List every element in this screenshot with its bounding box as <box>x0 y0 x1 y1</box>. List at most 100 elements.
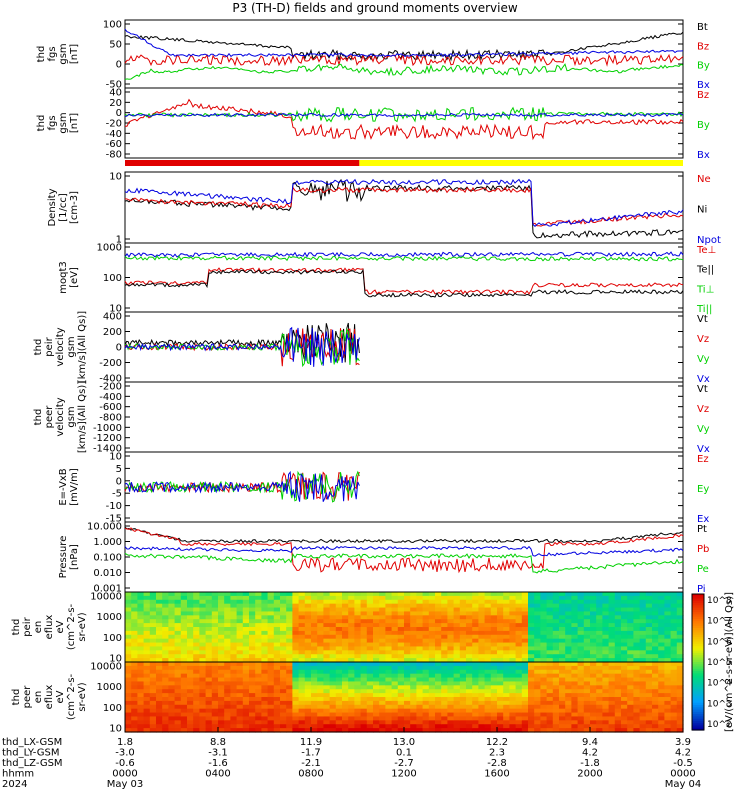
heat-cell <box>385 712 393 718</box>
heat-cell <box>435 708 442 714</box>
heat-cell <box>304 716 312 721</box>
heat-cell <box>670 708 678 714</box>
heat-cell <box>658 700 665 706</box>
heat-cell <box>286 708 293 714</box>
status-bar-red <box>125 160 360 166</box>
heat-cell <box>447 665 455 671</box>
heat-cell <box>435 595 442 601</box>
heat-cell <box>608 712 616 718</box>
heat-cell <box>149 673 157 679</box>
heat-cell <box>540 607 548 613</box>
heat-cell <box>652 693 659 698</box>
y-tick-label: 10.000 <box>87 522 122 533</box>
heat-cell <box>670 595 678 601</box>
heat-cell <box>292 627 300 632</box>
heat-cell <box>652 665 659 671</box>
heat-cell <box>168 662 176 667</box>
heat-cell <box>428 669 436 675</box>
heat-cell <box>187 669 194 675</box>
heat-cell <box>249 650 256 655</box>
heat-cell <box>608 669 616 675</box>
heat-cell <box>410 623 417 628</box>
heat-cell <box>342 615 349 620</box>
heat-cell <box>590 623 597 628</box>
heat-cell <box>410 728 417 733</box>
heat-cell <box>459 654 467 659</box>
heat-cell <box>292 607 300 613</box>
heat-cell <box>652 720 659 725</box>
heat-cell <box>546 646 554 651</box>
heat-cell <box>242 658 250 663</box>
heat-cell <box>466 697 473 702</box>
heat-cell <box>478 662 486 667</box>
heat-cell <box>199 704 207 710</box>
heat-cell <box>311 603 318 609</box>
heat-cell <box>478 697 486 702</box>
heat-cell <box>459 630 467 636</box>
heat-cell <box>391 724 399 729</box>
heat-cell <box>528 685 535 690</box>
heat-cell <box>255 669 262 675</box>
heat-cell <box>466 619 473 624</box>
heat-cell <box>304 654 312 659</box>
heat-cell <box>565 642 572 648</box>
heat-cell <box>428 615 436 620</box>
heat-cell <box>360 646 368 651</box>
heat-cell <box>528 677 535 683</box>
heat-cell <box>583 607 591 613</box>
heat-cell <box>149 724 157 729</box>
heat-cell <box>540 681 548 686</box>
heat-cell <box>304 681 312 686</box>
heat-cell <box>286 720 293 725</box>
heat-cell <box>602 716 610 721</box>
heat-cell <box>676 650 684 655</box>
heat-cell <box>441 623 448 628</box>
heat-cell <box>131 681 138 686</box>
x-tick-label: -2.8 <box>487 758 507 769</box>
heat-cell <box>509 634 517 640</box>
heat-cell <box>435 693 442 698</box>
heat-cell <box>267 654 275 659</box>
heat-cell <box>360 630 368 636</box>
heat-cell <box>583 669 591 675</box>
heat-cell <box>422 646 430 651</box>
legend-Vx: Vx <box>697 374 710 385</box>
heat-cell <box>546 673 554 679</box>
heat-cell <box>348 685 355 690</box>
heat-cell <box>478 634 486 640</box>
heat-cell <box>125 595 132 601</box>
heat-cell <box>627 720 634 725</box>
heat-cell <box>447 619 455 624</box>
heat-cell <box>596 603 603 609</box>
heat-cell <box>484 623 492 628</box>
heat-cell <box>143 724 151 729</box>
heat-cell <box>509 599 517 605</box>
heat-cell <box>528 658 535 663</box>
series-Bx-2 <box>124 112 684 118</box>
heat-cell <box>466 646 473 651</box>
heat-cell <box>391 607 399 613</box>
heat-cell <box>292 708 300 714</box>
heat-cell <box>652 623 659 628</box>
heat-cell <box>664 615 672 620</box>
heat-cell <box>490 669 498 675</box>
heat-cell <box>366 669 374 675</box>
heat-cell <box>218 704 225 710</box>
heat-cell <box>503 634 510 640</box>
heat-cell <box>360 658 368 663</box>
heat-cell <box>143 700 151 706</box>
heat-cell <box>292 724 300 729</box>
heat-cell <box>621 689 628 694</box>
heat-cell <box>664 689 672 694</box>
heat-cell <box>614 724 622 729</box>
heat-cell <box>583 630 591 636</box>
heat-cell <box>261 658 269 663</box>
heat-cell <box>193 627 200 632</box>
heat-cell <box>385 615 393 620</box>
heat-cell <box>366 693 374 698</box>
heat-cell <box>143 592 151 597</box>
heat-cell <box>280 704 287 710</box>
heat-cell <box>280 630 287 636</box>
heat-cell <box>503 704 510 710</box>
heat-cell <box>366 603 374 609</box>
